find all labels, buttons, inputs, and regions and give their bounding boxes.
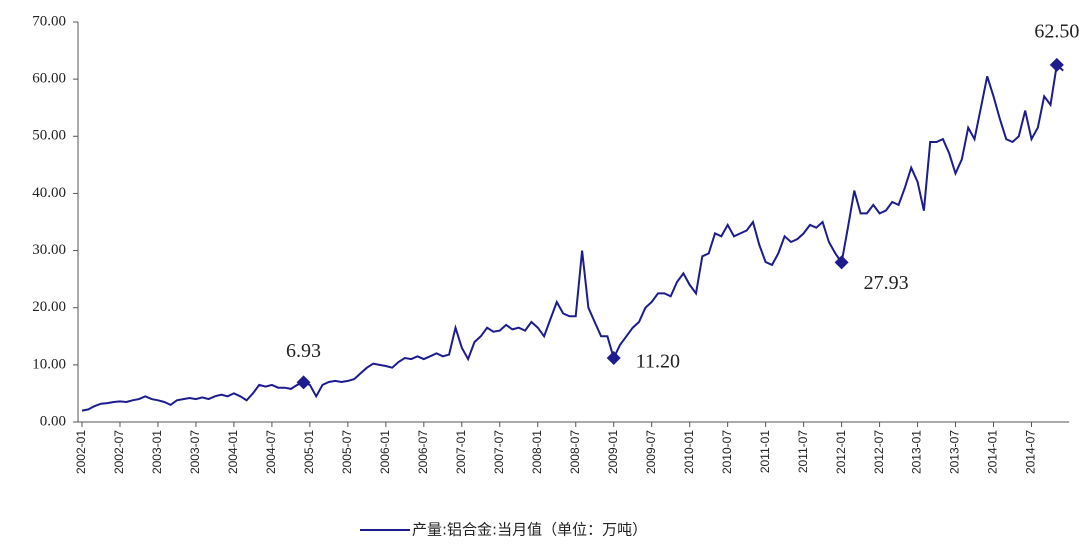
x-tick-label: 2010-07 xyxy=(720,430,734,474)
x-tick-label: 2009-07 xyxy=(644,430,658,474)
x-tick-label: 2006-01 xyxy=(378,430,392,474)
point-marker xyxy=(606,351,621,365)
data-line xyxy=(81,62,1064,412)
x-tick-label: 2002-07 xyxy=(112,430,126,474)
x-tick-label: 2003-07 xyxy=(188,430,202,474)
x-tick-label: 2003-01 xyxy=(150,430,164,474)
point-marker xyxy=(296,375,311,390)
y-tick-label: 50.00 xyxy=(32,128,66,144)
value-label: 6.93 xyxy=(286,340,321,362)
x-tick-label: 2002-01 xyxy=(74,430,88,474)
x-tick-label: 2005-01 xyxy=(302,430,316,474)
point-marker xyxy=(1049,57,1064,72)
x-tick-label: 2005-07 xyxy=(340,430,354,474)
x-tick-label: 2014-07 xyxy=(1024,430,1038,474)
value-label: 27.93 xyxy=(864,272,909,294)
y-tick-label: 20.00 xyxy=(32,299,66,315)
x-tick-label: 2004-01 xyxy=(226,430,240,474)
point-marker xyxy=(834,255,849,270)
x-tick-label: 2011-01 xyxy=(758,430,772,473)
x-tick-label: 2013-07 xyxy=(948,430,962,474)
x-tick-label: 2010-01 xyxy=(682,430,696,474)
x-tick-label: 2006-07 xyxy=(416,430,430,474)
x-tick-label: 2012-01 xyxy=(834,430,848,474)
x-tick-label: 2008-07 xyxy=(568,430,582,474)
x-tick-label: 2007-01 xyxy=(454,430,468,474)
y-tick-label: 60.00 xyxy=(32,71,66,87)
value-label: 62.50 xyxy=(1034,20,1079,42)
legend-label: 产量:铝合金:当月值（单位：万吨） xyxy=(412,521,647,539)
x-tick-label: 2012-07 xyxy=(872,430,886,474)
x-tick-label: 2008-01 xyxy=(530,430,544,474)
x-tick-label: 2007-07 xyxy=(492,430,506,474)
x-tick-label: 2011-07 xyxy=(796,430,810,473)
y-tick-label: 0.00 xyxy=(40,413,66,429)
value-label: 11.20 xyxy=(636,351,680,373)
x-tick-label: 2014-01 xyxy=(986,430,1000,474)
y-tick-label: 30.00 xyxy=(32,242,66,258)
y-tick-label: 10.00 xyxy=(32,356,66,372)
x-tick-label: 2004-07 xyxy=(264,430,278,474)
x-tick-label: 2009-01 xyxy=(606,430,620,474)
y-tick-label: 40.00 xyxy=(32,185,66,201)
x-tick-label: 2013-01 xyxy=(910,430,924,474)
y-tick-label: 70.00 xyxy=(32,13,66,29)
